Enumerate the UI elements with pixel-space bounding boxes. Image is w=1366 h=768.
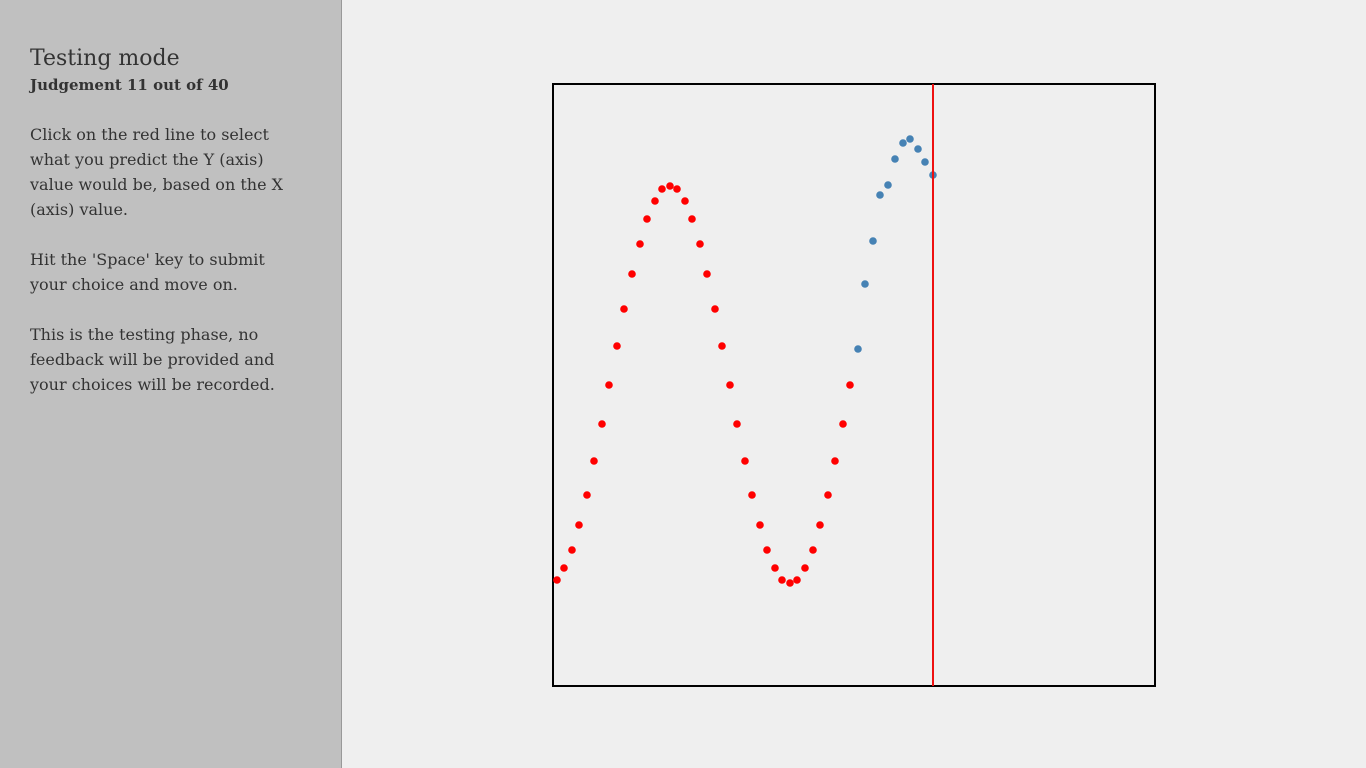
data-point — [696, 240, 704, 248]
data-point — [590, 457, 598, 465]
text-line: your choice and move on. — [30, 275, 238, 294]
data-point — [605, 381, 613, 389]
data-point — [816, 521, 824, 529]
text-line: (axis) value. — [30, 200, 129, 219]
data-point — [583, 491, 591, 499]
paragraph: This is the testing phase, no feedback wi… — [30, 322, 283, 397]
data-point — [869, 237, 877, 245]
data-point — [876, 191, 884, 199]
data-point — [688, 215, 696, 223]
data-point — [793, 576, 801, 584]
data-point — [831, 457, 839, 465]
data-point — [839, 420, 847, 428]
data-point — [636, 240, 644, 248]
data-point — [756, 521, 764, 529]
data-point — [846, 381, 854, 389]
data-point — [786, 579, 794, 587]
data-point — [763, 546, 771, 554]
data-point — [884, 181, 892, 189]
paragraph: Hit the 'Space' key to submit your choice… — [30, 247, 283, 297]
data-point — [568, 546, 576, 554]
data-point — [673, 185, 681, 193]
data-point — [651, 197, 659, 205]
subtitle: Judgement 11 out of 40 — [30, 76, 229, 94]
instructions: Click on the red line to select what you … — [30, 122, 283, 422]
data-point — [771, 564, 779, 572]
data-point — [748, 491, 756, 499]
data-point — [854, 345, 862, 353]
data-point — [861, 280, 869, 288]
text-line: your choices will be recorded. — [30, 375, 275, 394]
paragraph: Click on the red line to select what you … — [30, 122, 283, 222]
text-line: what you predict the Y (axis) — [30, 150, 264, 169]
data-point — [726, 381, 734, 389]
data-point — [553, 576, 561, 584]
sidebar: Testing mode Judgement 11 out of 40 Clic… — [0, 0, 342, 768]
data-point — [906, 135, 914, 143]
data-point — [801, 564, 809, 572]
data-point — [628, 270, 636, 278]
text-line: This is the testing phase, no — [30, 325, 259, 344]
title: Testing mode — [30, 46, 180, 71]
data-point — [620, 305, 628, 313]
data-point — [718, 342, 726, 350]
text-line: value would be, based on the X — [30, 175, 284, 194]
data-point — [560, 564, 568, 572]
data-point — [733, 420, 741, 428]
data-point — [703, 270, 711, 278]
data-point — [681, 197, 689, 205]
data-point — [899, 139, 907, 147]
data-point — [613, 342, 621, 350]
data-point — [778, 576, 786, 584]
text-line: feedback will be provided and — [30, 350, 275, 369]
plot-frame — [552, 83, 1156, 687]
data-point — [643, 215, 651, 223]
data-point — [666, 182, 674, 190]
text-line: Click on the red line to select — [30, 125, 269, 144]
data-point — [658, 185, 666, 193]
data-point — [914, 145, 922, 153]
data-point — [809, 546, 817, 554]
data-point — [598, 420, 606, 428]
data-point — [824, 491, 832, 499]
data-point — [891, 155, 899, 163]
data-point — [741, 457, 749, 465]
data-point — [711, 305, 719, 313]
data-point — [921, 158, 929, 166]
data-point — [575, 521, 583, 529]
text-line: Hit the 'Space' key to submit — [30, 250, 265, 269]
